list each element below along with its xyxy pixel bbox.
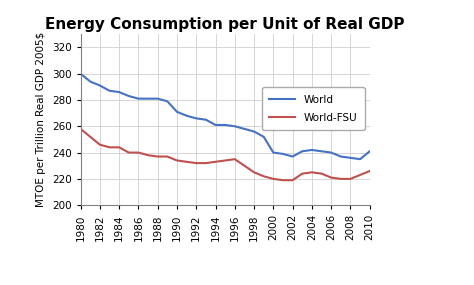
- World-FSU: [319, 172, 324, 175]
- World: [290, 155, 295, 158]
- World-FSU: [367, 169, 373, 173]
- World-FSU: [145, 154, 151, 157]
- World-FSU: [280, 178, 286, 182]
- World-FSU: [97, 143, 103, 146]
- World-FSU: [126, 151, 132, 154]
- World-FSU: [203, 161, 209, 165]
- World-FSU: [174, 159, 180, 162]
- Y-axis label: MTOE per Trillion Real GDP 2005$: MTOE per Trillion Real GDP 2005$: [36, 32, 46, 207]
- World: [367, 150, 373, 153]
- World: [300, 150, 305, 153]
- World: [155, 97, 161, 100]
- World: [126, 94, 132, 98]
- World: [280, 152, 286, 156]
- World: [87, 80, 93, 83]
- World: [145, 97, 151, 100]
- World-FSU: [261, 174, 266, 178]
- World: [232, 125, 237, 128]
- World: [271, 151, 276, 154]
- World: [309, 148, 315, 152]
- Line: World-FSU: World-FSU: [81, 129, 370, 180]
- World-FSU: [328, 176, 334, 179]
- Title: Energy Consumption per Unit of Real GDP: Energy Consumption per Unit of Real GDP: [46, 17, 405, 32]
- World: [251, 130, 257, 133]
- World: [319, 150, 324, 153]
- World-FSU: [78, 127, 83, 131]
- World-FSU: [193, 161, 199, 165]
- Line: World: World: [81, 74, 370, 159]
- World: [338, 155, 344, 158]
- World: [78, 72, 83, 75]
- World: [347, 156, 353, 160]
- World: [97, 84, 103, 87]
- World: [357, 157, 363, 161]
- World-FSU: [155, 155, 161, 158]
- World-FSU: [232, 157, 237, 161]
- World-FSU: [164, 155, 170, 158]
- World: [116, 90, 122, 94]
- World: [328, 151, 334, 154]
- World-FSU: [242, 164, 247, 168]
- Legend: World, World-FSU: World, World-FSU: [262, 87, 365, 130]
- World-FSU: [357, 173, 363, 177]
- World-FSU: [309, 171, 315, 174]
- World-FSU: [338, 177, 344, 181]
- World: [136, 97, 141, 100]
- World: [164, 99, 170, 103]
- World-FSU: [184, 160, 190, 164]
- World-FSU: [290, 178, 295, 182]
- World-FSU: [87, 135, 93, 139]
- World: [242, 127, 247, 131]
- World: [261, 135, 266, 139]
- World-FSU: [213, 160, 219, 164]
- World-FSU: [347, 177, 353, 181]
- World-FSU: [107, 146, 112, 149]
- World-FSU: [116, 146, 122, 149]
- World: [174, 110, 180, 113]
- World: [193, 117, 199, 120]
- World: [213, 123, 219, 127]
- World-FSU: [222, 159, 228, 162]
- World-FSU: [251, 171, 257, 174]
- World: [184, 114, 190, 117]
- World-FSU: [300, 172, 305, 175]
- World: [222, 123, 228, 127]
- World: [203, 118, 209, 121]
- World: [107, 89, 112, 92]
- World-FSU: [136, 151, 141, 154]
- World-FSU: [271, 177, 276, 181]
